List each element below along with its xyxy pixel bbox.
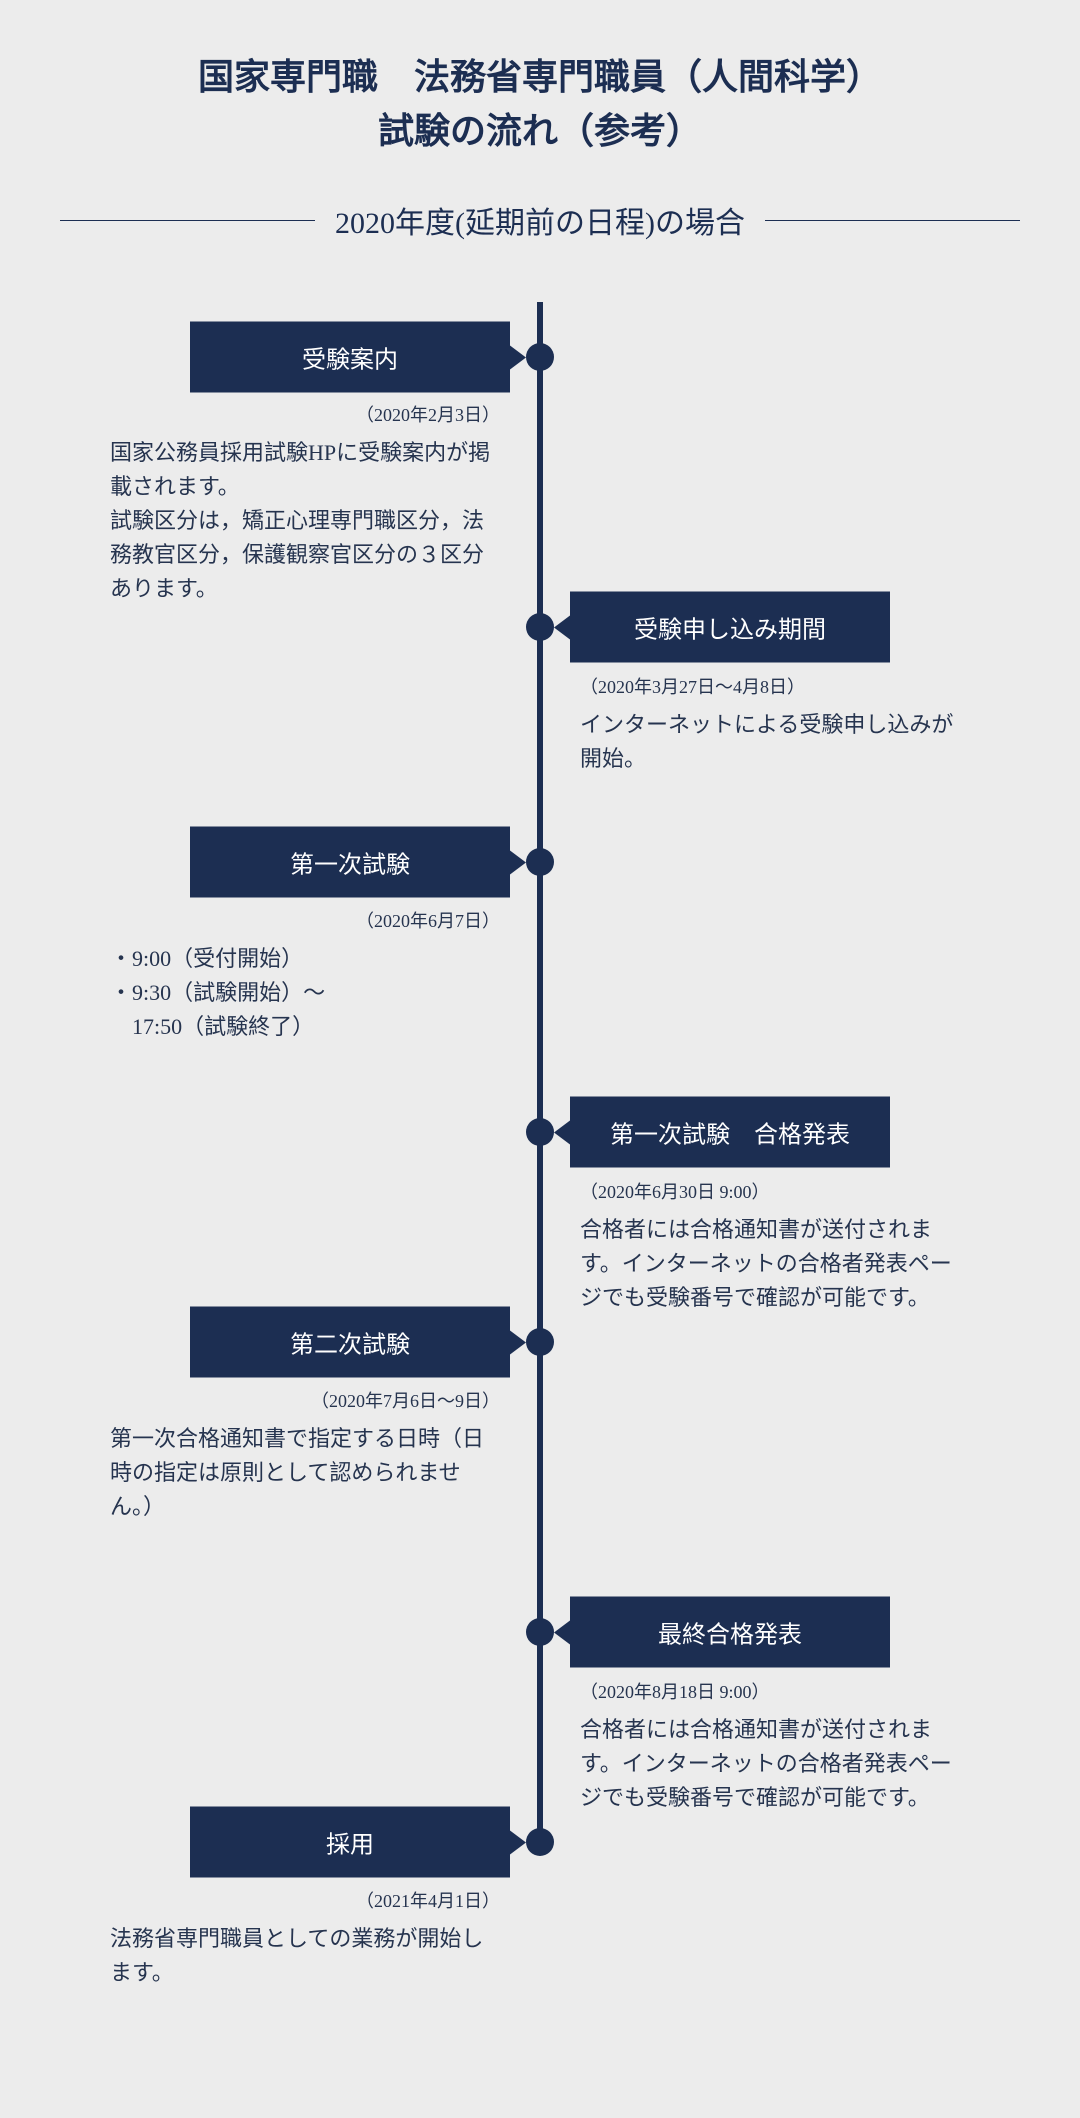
- timeline-body: 法務省専門職員としての業務が開始します。: [110, 1922, 500, 1990]
- timeline-date: （2020年7月6日〜9日）: [110, 1388, 500, 1416]
- timeline-label: 第一次試験 合格発表: [610, 1123, 850, 1149]
- timeline-label: 受験申し込み期間: [634, 618, 826, 644]
- title-line2: 試験の流れ（参考）: [378, 111, 702, 151]
- timeline-description: （2021年4月1日） 法務省専門職員としての業務が開始します。: [110, 1888, 500, 1990]
- timeline-date: （2021年4月1日）: [110, 1888, 500, 1916]
- timeline-label: 採用: [326, 1833, 374, 1859]
- timeline-label-box: 受験申し込み期間: [570, 592, 890, 663]
- timeline-dot: [526, 343, 554, 371]
- timeline-body: ・9:00（受付開始） ・9:30（試験開始）〜 17:50（試験終了）: [110, 942, 500, 1044]
- subtitle: 2020年度(延期前の日程)の場合: [335, 198, 745, 242]
- timeline-label-box: 第一次試験: [190, 827, 510, 898]
- timeline-description: （2020年6月30日 9:00） 合格者には合格通知書が送付されます。インターネ…: [580, 1179, 970, 1315]
- divider-left: [60, 220, 315, 221]
- timeline-date: （2020年3月27日〜4月8日）: [580, 674, 970, 702]
- timeline-description: （2020年6月7日） ・9:00（受付開始） ・9:30（試験開始）〜 17:5…: [110, 908, 500, 1044]
- timeline: 受験案内 （2020年2月3日） 国家公務員採用試験HPに受験案内が掲載されます。 …: [60, 302, 1020, 2038]
- timeline-label-box: 第一次試験 合格発表: [570, 1097, 890, 1168]
- timeline-label: 最終合格発表: [658, 1623, 802, 1649]
- timeline-date: （2020年8月18日 9:00）: [580, 1679, 970, 1707]
- timeline-description: （2020年8月18日 9:00） 合格者には合格通知書が送付されます。インターネ…: [580, 1679, 970, 1815]
- timeline-dot: [526, 1328, 554, 1356]
- timeline-label-box: 受験案内: [190, 322, 510, 393]
- timeline-label-box: 最終合格発表: [570, 1597, 890, 1668]
- title-line1: 国家専門職 法務省専門職員（人間科学）: [198, 57, 882, 97]
- timeline-dot: [526, 848, 554, 876]
- subtitle-row: 2020年度(延期前の日程)の場合: [60, 198, 1020, 242]
- timeline-label-box: 採用: [190, 1807, 510, 1878]
- timeline-body: 国家公務員採用試験HPに受験案内が掲載されます。 試験区分は，矯正心理専門職区分…: [110, 436, 500, 606]
- timeline-description: （2020年2月3日） 国家公務員採用試験HPに受験案内が掲載されます。 試験区分…: [110, 402, 500, 606]
- timeline-date: （2020年6月30日 9:00）: [580, 1179, 970, 1207]
- timeline-label: 受験案内: [302, 348, 398, 374]
- timeline-body: 合格者には合格通知書が送付されます。インターネットの合格者発表ページでも受験番号…: [580, 1213, 970, 1315]
- timeline-description: （2020年7月6日〜9日） 第一次合格通知書で指定する日時（日時の指定は原則とし…: [110, 1388, 500, 1524]
- timeline-label: 第二次試験: [290, 1333, 410, 1359]
- page-title: 国家専門職 法務省専門職員（人間科学） 試験の流れ（参考）: [60, 50, 1020, 158]
- timeline-body: 第一次合格通知書で指定する日時（日時の指定は原則として認められません。）: [110, 1422, 500, 1524]
- timeline-label: 第一次試験: [290, 853, 410, 879]
- timeline-dot: [526, 1618, 554, 1646]
- page: 国家専門職 法務省専門職員（人間科学） 試験の流れ（参考） 2020年度(延期前…: [0, 0, 1080, 2118]
- timeline-dot: [526, 613, 554, 641]
- divider-right: [765, 220, 1020, 221]
- timeline-dot: [526, 1118, 554, 1146]
- timeline-body: 合格者には合格通知書が送付されます。インターネットの合格者発表ページでも受験番号…: [580, 1713, 970, 1815]
- timeline-description: （2020年3月27日〜4月8日） インターネットによる受験申し込みが開始。: [580, 674, 970, 776]
- timeline-label-box: 第二次試験: [190, 1307, 510, 1378]
- timeline-date: （2020年6月7日）: [110, 908, 500, 936]
- timeline-body: インターネットによる受験申し込みが開始。: [580, 708, 970, 776]
- timeline-date: （2020年2月3日）: [110, 402, 500, 430]
- timeline-dot: [526, 1828, 554, 1856]
